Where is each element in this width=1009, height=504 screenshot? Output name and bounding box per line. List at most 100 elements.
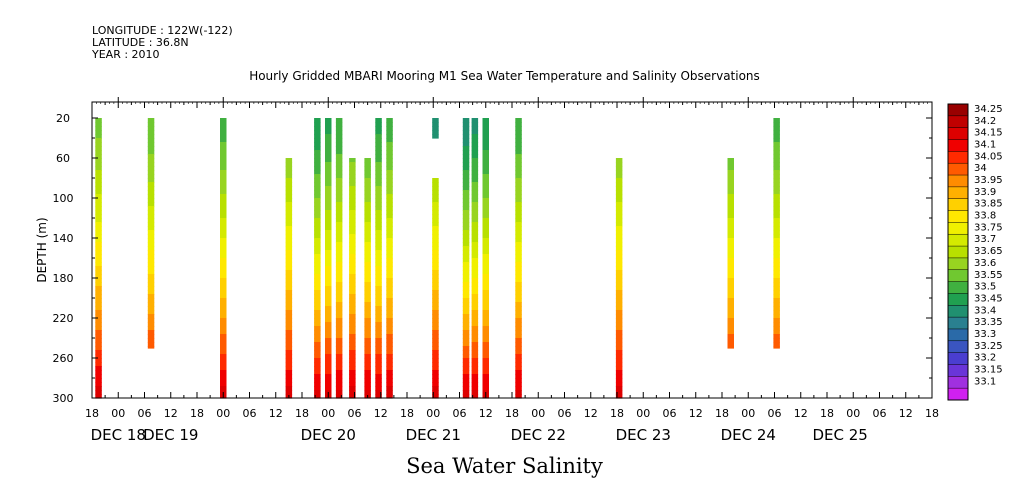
profile-4-cell [314,318,321,323]
profile-3-cell [285,222,293,227]
profile-5-cell [325,126,332,131]
profile-10-cell [386,194,393,199]
profile-16-cell [515,174,522,179]
profile-18-cell [727,274,734,279]
profile-12-cell [432,250,439,255]
profile-10-cell [386,190,393,195]
profile-19-cell [773,186,780,191]
profile-16-cell [515,326,522,331]
profile-9-cell [375,374,382,379]
profile-19-cell [773,250,780,255]
profile-8-cell [364,330,371,335]
profile-4-cell [314,322,321,327]
profile-19-cell [773,222,780,227]
profile-19-cell [773,218,780,223]
profile-10-cell [386,158,393,163]
profile-18-cell [727,286,734,291]
profile-18-cell [727,306,734,311]
profile-6-cell [335,354,343,359]
profile-7-cell [349,202,356,207]
x-hour-label: 00 [846,407,860,420]
profile-15-cell [482,214,489,219]
profile-14-cell [471,182,479,187]
profile-1-cell [147,258,155,263]
profile-6-cell [335,326,343,331]
profile-14-cell [471,162,479,167]
colorbar-label: 33.4 [974,305,996,316]
latitude-label: LATITUDE : 36.8N [92,36,189,49]
profile-19-cell [773,166,780,171]
profile-5-cell [325,294,332,299]
profile-0-cell [95,298,102,303]
profile-9-cell [375,306,382,311]
profile-15-cell [482,350,489,355]
profile-15-cell [482,122,489,127]
profile-10-cell [386,122,393,127]
profile-6-cell [335,318,343,323]
profile-7-cell [349,378,356,383]
profile-0-cell [95,374,102,379]
profile-15-cell [482,234,489,239]
profile-17-cell [615,170,623,175]
profile-18-cell [727,246,734,251]
profile-9-cell [375,386,382,391]
profile-9-cell [375,246,382,251]
x-hour-label: 18 [190,407,204,420]
profile-6-cell [335,238,343,243]
profile-6-cell [335,246,343,251]
profile-15-cell [482,146,489,151]
profile-15-cell [482,330,489,335]
profile-8-cell [364,326,371,331]
colorbar-label: 33.1 [974,376,996,387]
profile-17-cell [615,290,623,295]
profile-5-cell [325,386,332,391]
profile-2-cell [220,274,227,279]
profile-2-cell [220,150,227,155]
profile-17-cell [615,198,623,203]
profile-19-cell [773,286,780,291]
profile-2-cell [220,294,227,299]
profile-1-cell [147,274,155,279]
profile-10-cell [386,250,393,255]
profile-4-cell [314,126,321,131]
profile-12-cell [432,322,439,327]
profile-8-cell [364,210,371,215]
x-hour-label: 12 [689,407,703,420]
x-hour-label: 06 [138,407,152,420]
profile-1-cell [147,270,155,275]
profile-8-cell [364,374,371,379]
profile-17-cell [615,182,623,187]
profile-4-cell [314,222,321,227]
profile-18-cell [727,258,734,263]
profile-7-cell [349,270,356,275]
profile-1-cell [147,330,155,335]
profile-10-cell [386,394,393,399]
profile-16-cell [515,198,522,203]
x-hour-label: 18 [295,407,309,420]
profile-17-cell [615,218,623,223]
profile-11-cell [432,134,439,139]
profile-10-cell [386,174,393,179]
profile-12-cell [432,178,439,183]
profile-2-cell [220,282,227,287]
profile-4-cell [314,198,321,203]
profile-7-cell [349,310,356,315]
profile-15-cell [482,186,489,191]
profile-7-cell [349,362,356,367]
profile-5-cell [325,310,332,315]
profile-15-cell [482,314,489,319]
profile-9-cell [375,302,382,307]
profile-6-cell [335,290,343,295]
profile-17-cell [615,274,623,279]
profile-14-cell [471,302,479,307]
profile-2-cell [220,318,227,323]
colorbar-swatch [948,163,968,176]
profile-18-cell [727,230,734,235]
profile-17-cell [615,358,623,363]
profile-9-cell [375,294,382,299]
profile-17-cell [615,158,623,163]
profile-12-cell [432,302,439,307]
profile-5-cell [325,146,332,151]
profile-3-cell [285,230,293,235]
profile-17-cell [615,382,623,387]
